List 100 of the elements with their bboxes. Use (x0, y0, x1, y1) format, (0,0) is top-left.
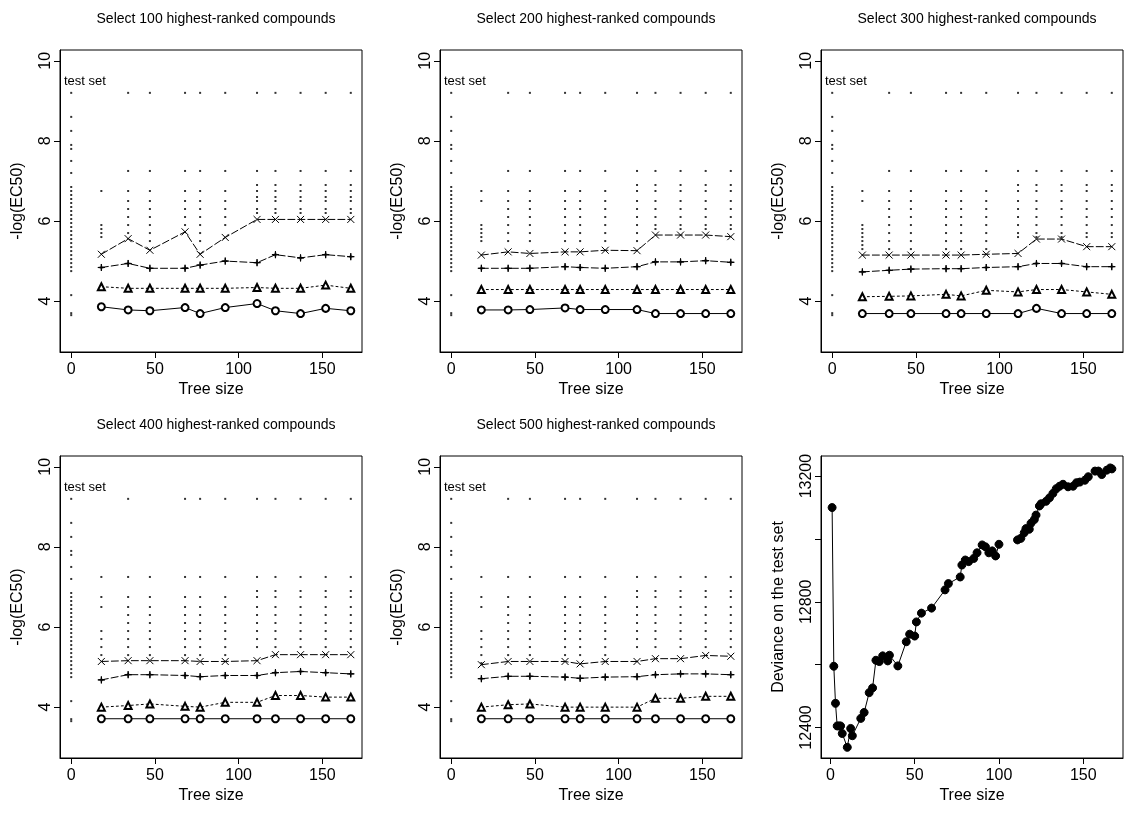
point (981, 285, 991, 295)
point (450, 230, 453, 233)
point (196, 250, 205, 259)
chart-title: Select 300 highest-ranked compounds (857, 10, 1097, 26)
point (477, 264, 486, 273)
point (70, 676, 73, 679)
point (1107, 262, 1116, 271)
point (221, 257, 230, 266)
point (1107, 242, 1116, 251)
point (525, 305, 535, 315)
point (450, 632, 453, 635)
point (560, 702, 570, 712)
point (253, 671, 262, 680)
point (346, 714, 356, 724)
point (1014, 249, 1023, 258)
point (1082, 262, 1091, 271)
point (450, 143, 453, 146)
point (726, 258, 735, 267)
y-tick-label: 10 (415, 457, 433, 476)
x-tick-label: 150 (688, 359, 716, 377)
point (676, 693, 686, 703)
point (252, 697, 262, 707)
point (97, 657, 106, 666)
point (676, 654, 685, 663)
point (831, 266, 834, 269)
point (70, 700, 73, 703)
point (450, 266, 453, 269)
point (145, 714, 155, 724)
point (831, 115, 834, 118)
x-tick-label: 0 (66, 765, 76, 783)
point (96, 282, 106, 292)
point (145, 656, 154, 665)
point (181, 656, 190, 665)
point (450, 624, 453, 627)
point (220, 714, 230, 724)
point (885, 266, 894, 275)
x-axis-title: Tree size (558, 786, 624, 804)
point (181, 264, 190, 273)
point (70, 595, 73, 598)
point (701, 256, 710, 265)
x-tick-label: 50 (526, 765, 544, 783)
point (831, 242, 834, 245)
point (1013, 287, 1023, 297)
point (503, 700, 513, 710)
point (450, 620, 453, 623)
point (701, 651, 710, 660)
point (450, 159, 453, 162)
point (941, 289, 951, 299)
point (941, 309, 951, 319)
point (346, 306, 356, 316)
point (831, 254, 834, 257)
point (253, 258, 262, 267)
point (271, 650, 280, 659)
y-tick-label: 10 (35, 457, 53, 476)
y-axis-title: -log(EC50) (387, 162, 405, 240)
point (252, 714, 262, 724)
point (906, 251, 915, 260)
y-tick-label: 8 (796, 136, 814, 146)
point (70, 672, 73, 675)
x-tick-label: 100 (225, 359, 253, 377)
point (884, 291, 894, 301)
point (906, 265, 915, 274)
point (831, 193, 834, 196)
point (450, 644, 453, 647)
y-tick-label: 6 (415, 622, 433, 632)
point (97, 250, 106, 259)
point (450, 91, 453, 94)
x-axis-title: Tree size (939, 380, 1005, 398)
point (181, 227, 190, 236)
point (576, 674, 585, 683)
point (831, 171, 834, 174)
y-tick-label: 8 (415, 542, 433, 552)
point (1013, 309, 1023, 319)
x-tick-label: 0 (825, 765, 835, 783)
point (296, 215, 305, 224)
point (270, 306, 280, 316)
point (450, 210, 453, 213)
point (221, 233, 230, 242)
point (600, 714, 610, 724)
point (857, 309, 867, 319)
point (271, 250, 280, 259)
x-tick-label: 0 (446, 359, 456, 377)
point (450, 234, 453, 237)
point (1057, 235, 1066, 244)
point (145, 283, 155, 293)
point (70, 652, 73, 655)
point (561, 673, 570, 682)
point (450, 222, 453, 225)
point (450, 226, 453, 229)
point (450, 553, 453, 556)
point (70, 143, 73, 146)
point (296, 714, 306, 724)
point (221, 657, 230, 666)
point (651, 670, 660, 679)
point (633, 672, 642, 681)
point (601, 657, 610, 666)
point (450, 648, 453, 651)
point (651, 257, 660, 266)
point (70, 115, 73, 118)
point (575, 714, 585, 724)
